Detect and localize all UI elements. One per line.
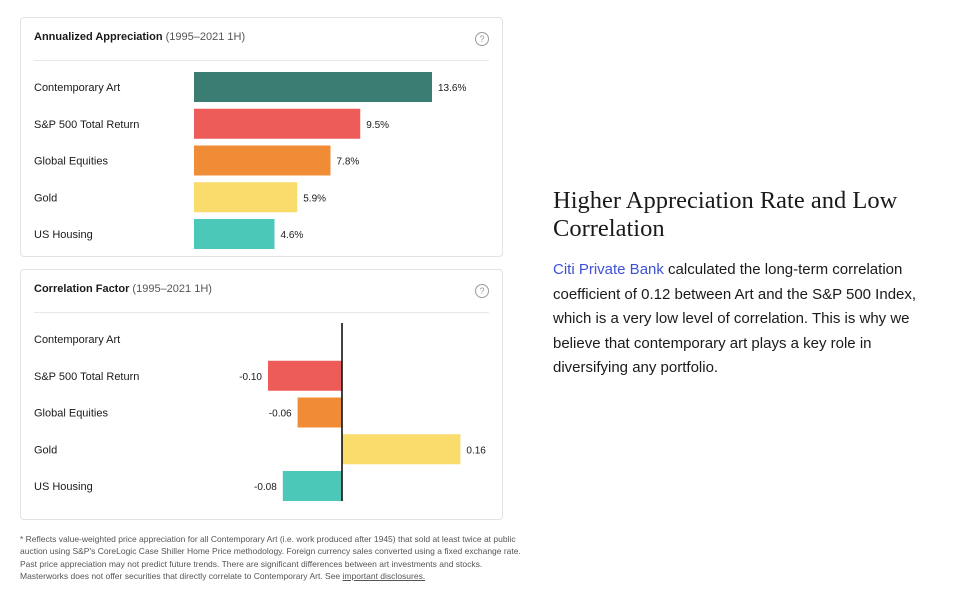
correlation-value-label-global-equities: -0.06 xyxy=(269,409,292,420)
correlation-category-label-contemporary-art: Contemporary Art xyxy=(34,334,120,346)
category-label-us-housing: US Housing xyxy=(34,229,93,241)
correlation-card: Correlation Factor (1995–2021 1H) ? Cont… xyxy=(20,269,503,520)
category-label-global-equities: Global Equities xyxy=(34,156,108,168)
appreciation-title-text: Annualized Appreciation xyxy=(34,31,163,43)
bar-us-housing xyxy=(194,219,275,249)
appreciation-card-header: Annualized Appreciation (1995–2021 1H) ? xyxy=(34,18,489,61)
category-label-contemporary-art: Contemporary Art xyxy=(34,82,120,94)
correlation-subtitle-text: (1995–2021 1H) xyxy=(132,283,212,295)
correlation-bar-chart: Contemporary Art S&P 500 Total Return -0.1… xyxy=(34,323,486,501)
bar-global-equities xyxy=(194,145,331,176)
section-body-text: calculated the long-term correlation coe… xyxy=(553,261,917,377)
category-label-sandp-500-total-return: S&P 500 Total Return xyxy=(34,119,139,131)
footnote-text: * Reflects value-weighted price apprecia… xyxy=(20,534,521,581)
value-label-gold: 5.9% xyxy=(303,193,326,204)
bar-contemporary-art xyxy=(194,72,432,102)
value-label-sandp-500-total-return: 9.5% xyxy=(366,120,389,131)
correlation-bar-gold xyxy=(342,434,461,465)
important-disclosures-link[interactable]: important disclosures. xyxy=(342,570,426,581)
bar-gold xyxy=(194,182,298,213)
correlation-bar-us-housing xyxy=(282,471,342,501)
citi-private-bank-link[interactable]: Citi Private Bank xyxy=(553,261,664,278)
correlation-category-label-us-housing: US Housing xyxy=(34,481,93,493)
section-body: Citi Private Bank calculated the long-te… xyxy=(553,258,923,381)
correlation-value-label-us-housing: -0.08 xyxy=(254,482,277,493)
appreciation-chart-title: Annualized Appreciation (1995–2021 1H) xyxy=(34,31,245,43)
correlation-title-text: Correlation Factor xyxy=(34,283,130,295)
value-label-contemporary-art: 13.6% xyxy=(438,83,466,94)
appreciation-bar-chart: Contemporary Art 13.6% S&P 500 Total Retur… xyxy=(34,72,466,249)
value-label-us-housing: 4.6% xyxy=(281,230,304,241)
correlation-value-label-sandp-500-total-return: -0.10 xyxy=(239,372,262,383)
correlation-chart-title: Correlation Factor (1995–2021 1H) xyxy=(34,283,212,295)
correlation-category-label-global-equities: Global Equities xyxy=(34,408,108,420)
footnote: * Reflects value-weighted price apprecia… xyxy=(20,533,532,582)
correlation-category-label-sandp-500-total-return: S&P 500 Total Return xyxy=(34,371,139,383)
value-label-global-equities: 7.8% xyxy=(337,157,360,168)
section-heading: Higher Appreciation Rate and Low Correla… xyxy=(553,187,898,242)
category-label-gold: Gold xyxy=(34,192,57,204)
correlation-bar-global-equities xyxy=(297,397,342,428)
correlation-card-header: Correlation Factor (1995–2021 1H) ? xyxy=(34,270,489,313)
correlation-category-label-gold: Gold xyxy=(34,444,57,456)
correlation-bar-sandp-500-total-return xyxy=(268,360,342,391)
help-icon[interactable]: ? xyxy=(475,284,489,298)
appreciation-subtitle-text: (1995–2021 1H) xyxy=(165,31,246,43)
bar-sandp-500-total-return xyxy=(194,108,361,139)
correlation-value-label-gold: 0.16 xyxy=(466,445,486,456)
appreciation-card: Annualized Appreciation (1995–2021 1H) ?… xyxy=(20,17,503,257)
help-icon[interactable]: ? xyxy=(475,32,489,46)
